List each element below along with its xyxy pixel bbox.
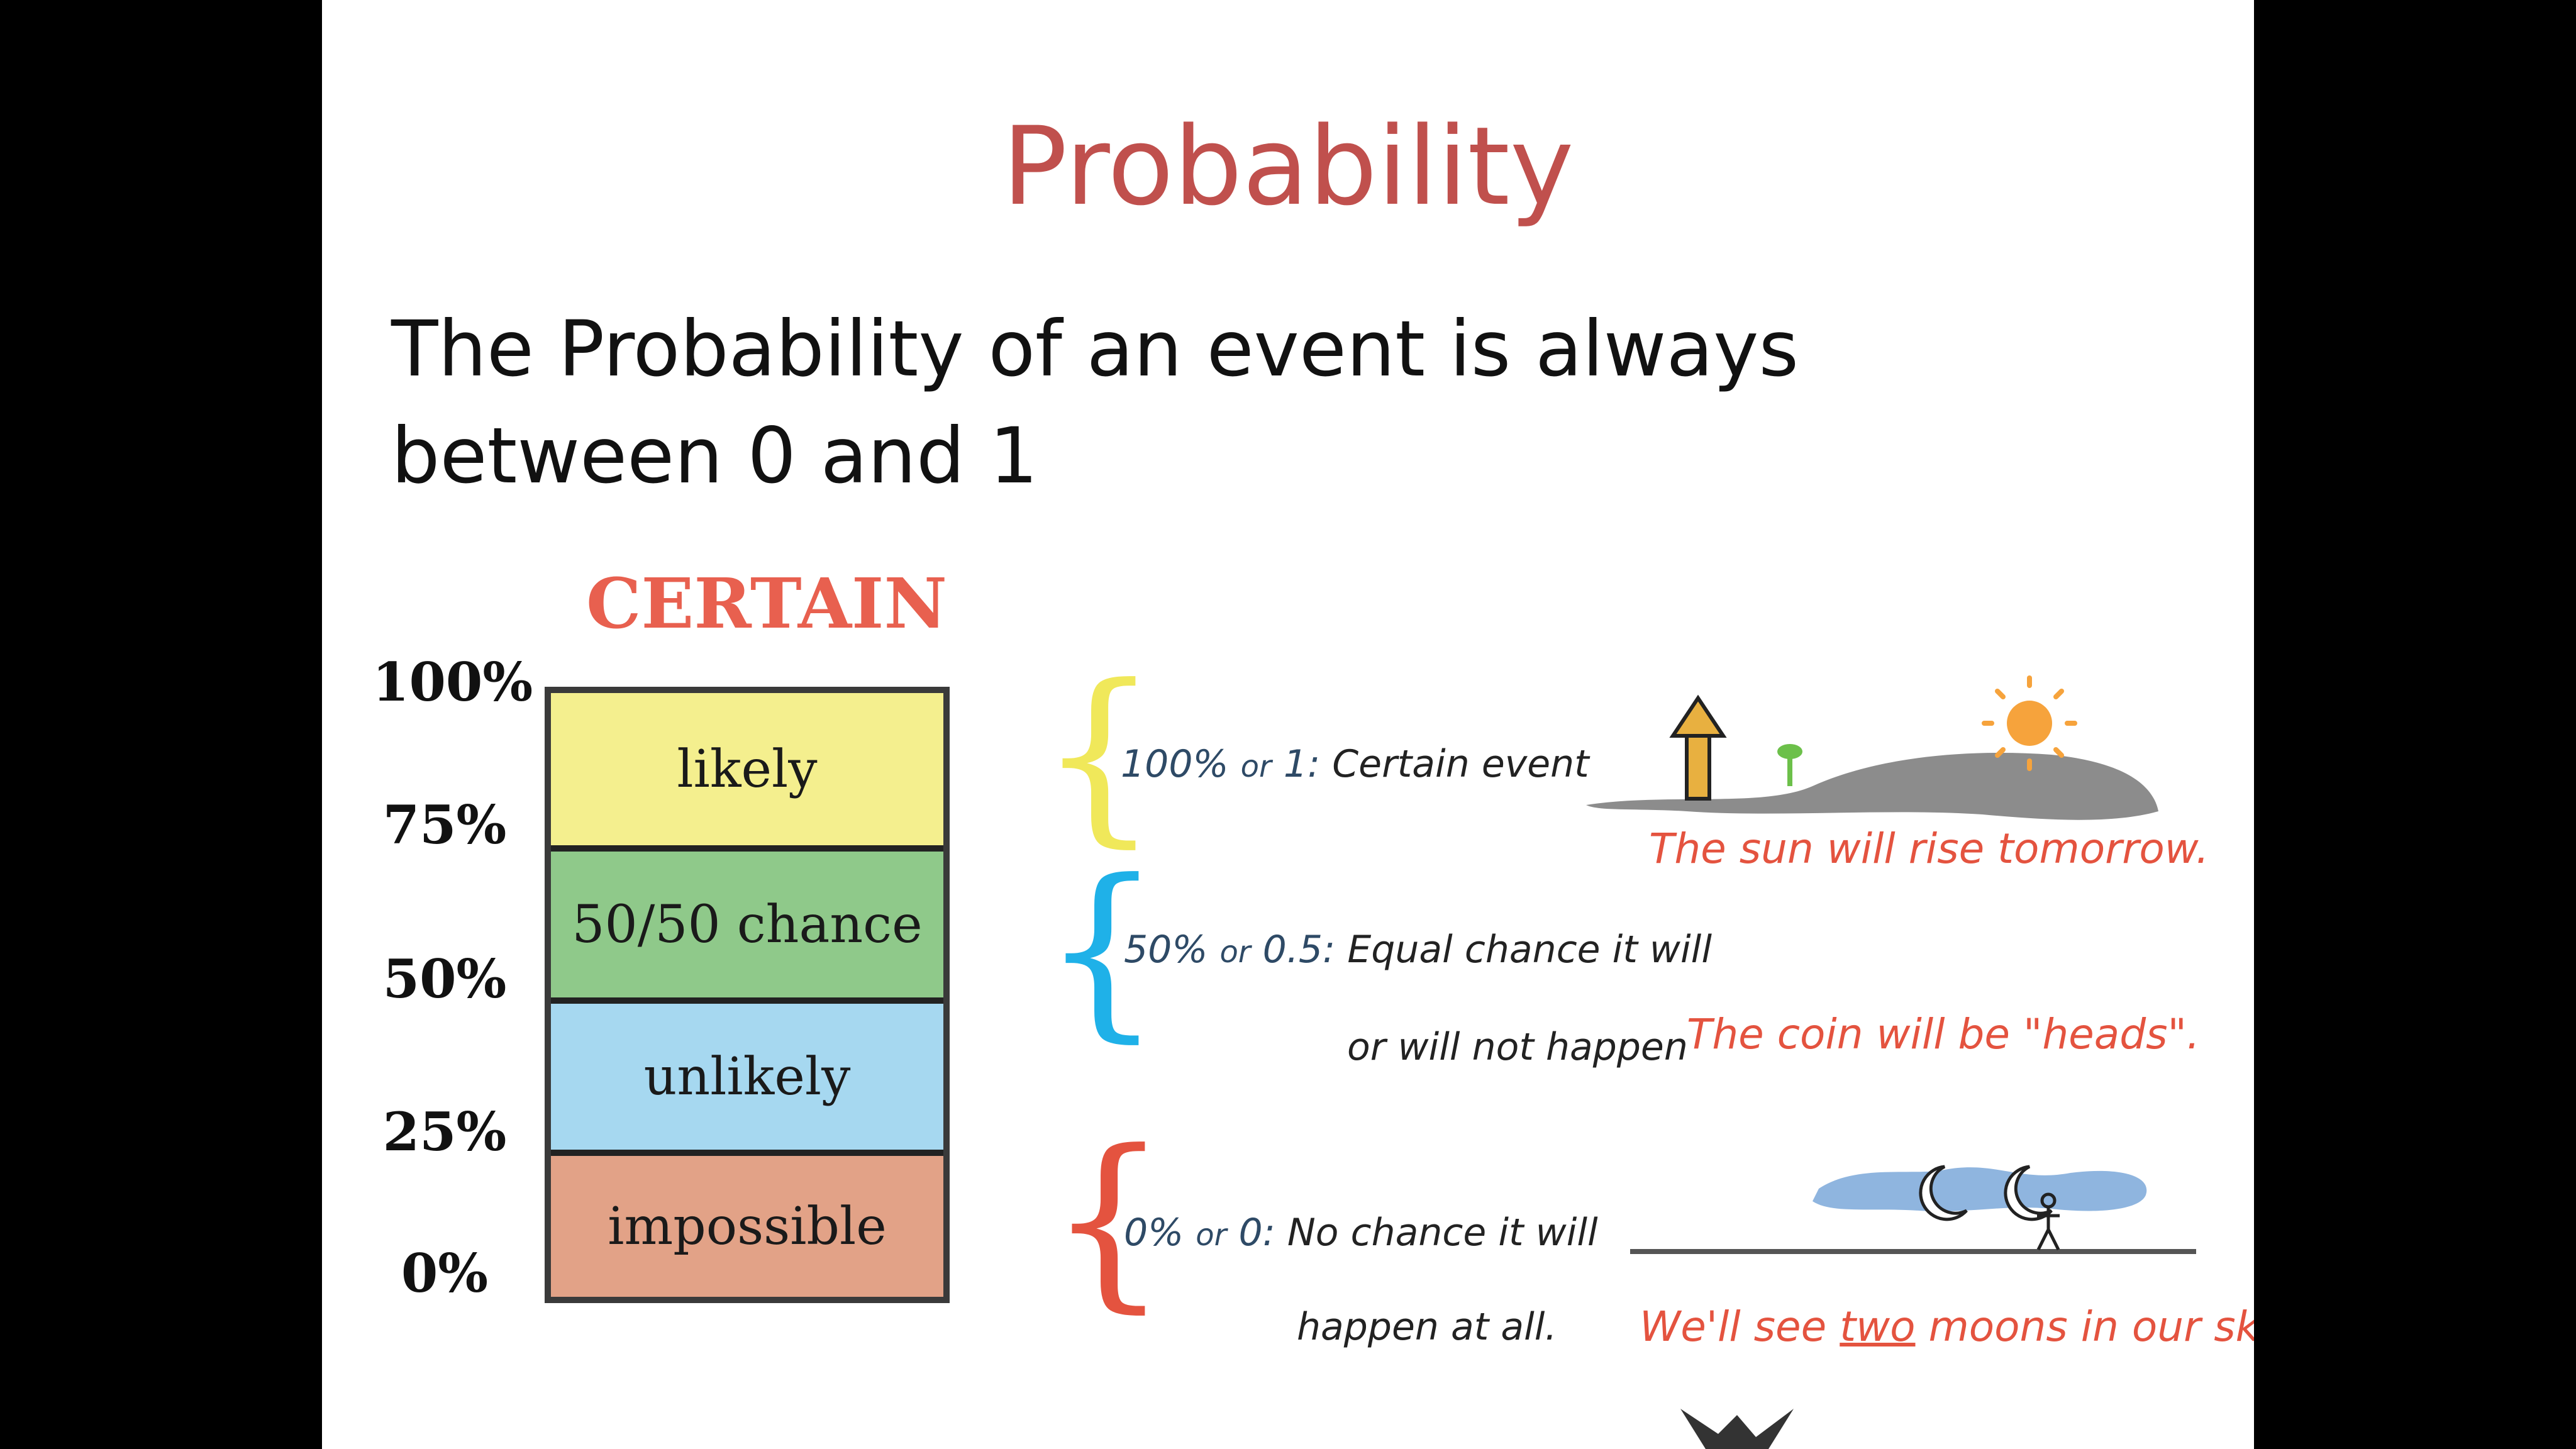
brace-certain-icon: {	[1039, 645, 1159, 864]
slide-title: Probability	[1002, 103, 1574, 230]
percent-label-50: 50%	[382, 948, 507, 1010]
band-impossible: impossible	[551, 1150, 943, 1297]
moons-illustration	[1630, 1165, 2196, 1254]
arrow-tree-icon	[1669, 694, 1727, 801]
brace-equal-icon: {	[1042, 840, 1162, 1059]
example-moons: We'll see two moons in our sky!	[1640, 1302, 2254, 1351]
stick-person-icon	[2036, 1192, 2060, 1251]
slide: Probability The Probability of an event …	[322, 0, 2254, 1449]
brace-none-icon: {	[1048, 1110, 1169, 1330]
desc-certain: 100% or 1: Certain event	[1121, 742, 1589, 786]
decorative-shape	[1680, 1409, 1794, 1449]
sunrise-illustration	[1586, 675, 2158, 820]
desc-none-line2: happen at all.	[1297, 1305, 1557, 1349]
band-unlikely: unlikely	[551, 997, 943, 1150]
band-likely: likely	[551, 693, 943, 845]
moon-icon-1	[1919, 1165, 1968, 1221]
scale-header: CERTAIN	[586, 563, 948, 644]
example-coin: The coin will be "heads".	[1687, 1010, 2200, 1058]
band-fifty-fifty: 50/50 chance	[551, 845, 943, 997]
band-fifty-fifty-label: 50/50 chance	[572, 894, 923, 955]
percent-label-100: 100%	[372, 651, 533, 713]
desc-equal-line2: or will not happen	[1347, 1025, 1688, 1069]
desc-equal: 50% or 0.5: Equal chance it will	[1124, 928, 1713, 972]
example-sun: The sun will rise tomorrow.	[1649, 824, 2209, 873]
band-impossible-label: impossible	[608, 1196, 887, 1257]
percent-label-25: 25%	[382, 1101, 507, 1163]
cloud-shape	[1813, 1167, 2147, 1212]
band-unlikely-label: unlikely	[643, 1046, 851, 1107]
percent-label-0: 0%	[401, 1242, 489, 1304]
percent-label-75: 75%	[382, 794, 507, 856]
slide-subtitle: The Probability of an event is always be…	[391, 304, 1799, 501]
small-tree-icon	[1777, 744, 1802, 786]
desc-none: 0% or 0: No chance it will	[1124, 1211, 1598, 1255]
probability-scale: likely 50/50 chance unlikely impossible	[545, 687, 950, 1303]
sun-icon	[1982, 675, 2077, 771]
band-likely-label: likely	[677, 739, 818, 799]
hill-shape	[1586, 753, 2158, 820]
